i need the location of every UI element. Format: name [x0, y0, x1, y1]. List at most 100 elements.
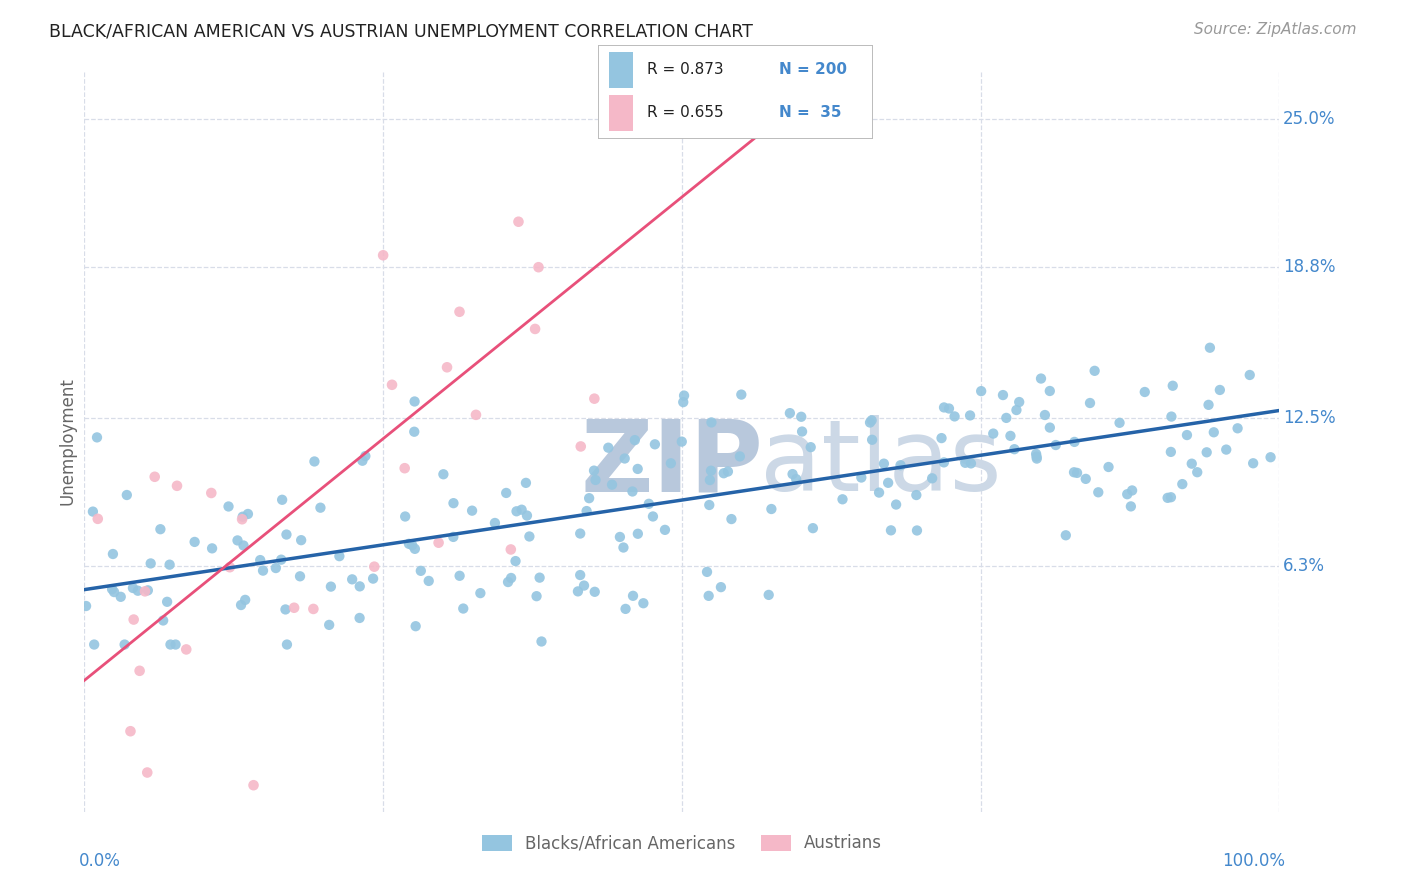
Point — [529, 571, 551, 585]
Point — [505, 504, 527, 518]
Point — [1116, 487, 1139, 501]
Point — [231, 512, 253, 526]
Point — [884, 498, 907, 512]
Point — [1108, 416, 1130, 430]
Point — [578, 491, 600, 506]
Point — [270, 552, 292, 566]
Point — [598, 441, 620, 455]
Point — [127, 583, 149, 598]
Point — [761, 502, 783, 516]
Point — [583, 392, 606, 406]
Point — [288, 569, 311, 583]
Point — [697, 589, 720, 603]
Text: atlas: atlas — [759, 416, 1001, 512]
Point — [779, 406, 801, 420]
Point — [921, 471, 943, 485]
Point — [159, 638, 181, 652]
Point — [319, 842, 342, 856]
Point — [418, 574, 440, 588]
Point — [1025, 447, 1047, 461]
Point — [801, 521, 824, 535]
Point — [515, 475, 537, 490]
Point — [218, 500, 240, 514]
Point — [1063, 434, 1085, 449]
Point — [1087, 485, 1109, 500]
Point — [621, 589, 644, 603]
Point — [717, 465, 740, 479]
Point — [398, 537, 420, 551]
Text: ZIP: ZIP — [581, 416, 763, 512]
Point — [218, 560, 240, 574]
Point — [1215, 442, 1237, 457]
Point — [1025, 451, 1047, 466]
Point — [183, 535, 205, 549]
Point — [363, 559, 385, 574]
Point — [1078, 396, 1101, 410]
Point — [340, 572, 363, 586]
Point — [120, 724, 142, 739]
Point — [991, 388, 1014, 402]
Text: 12.5%: 12.5% — [1284, 409, 1336, 426]
Point — [1000, 429, 1022, 443]
Point — [688, 59, 710, 73]
Point — [790, 409, 813, 424]
Point — [401, 538, 423, 552]
Point — [831, 492, 853, 507]
Point — [122, 581, 145, 595]
Point — [621, 484, 644, 499]
Point — [526, 589, 548, 603]
Point — [432, 467, 454, 482]
Point — [349, 579, 371, 593]
Point — [633, 596, 655, 610]
Point — [232, 539, 254, 553]
Point — [1175, 428, 1198, 442]
Point — [276, 638, 298, 652]
Point — [264, 561, 287, 575]
Point — [229, 598, 252, 612]
Point — [143, 470, 166, 484]
Point — [1160, 490, 1182, 504]
Point — [75, 599, 97, 613]
Bar — [609, 52, 633, 87]
Point — [932, 401, 955, 415]
Point — [501, 571, 523, 585]
Point — [700, 464, 723, 478]
Point — [1187, 465, 1209, 479]
Point — [673, 388, 696, 402]
Point — [110, 590, 132, 604]
Point — [860, 413, 883, 427]
Point — [101, 582, 124, 596]
Point — [226, 533, 249, 548]
Point — [373, 248, 395, 262]
Text: BLACK/AFRICAN AMERICAN VS AUSTRIAN UNEMPLOYMENT CORRELATION CHART: BLACK/AFRICAN AMERICAN VS AUSTRIAN UNEMP… — [49, 22, 754, 40]
Point — [873, 457, 896, 471]
Point — [103, 585, 125, 599]
Point — [271, 492, 294, 507]
Point — [938, 401, 960, 416]
Text: 6.3%: 6.3% — [1284, 557, 1324, 574]
Point — [572, 578, 595, 592]
Text: 0.0%: 0.0% — [79, 853, 121, 871]
Text: Source: ZipAtlas.com: Source: ZipAtlas.com — [1194, 22, 1357, 37]
Point — [1202, 425, 1225, 440]
Point — [136, 583, 159, 598]
Point — [516, 508, 538, 523]
Point — [165, 638, 187, 652]
Point — [249, 553, 271, 567]
Point — [1063, 465, 1085, 479]
Text: 18.8%: 18.8% — [1284, 258, 1336, 277]
Point — [352, 454, 374, 468]
Point — [932, 455, 955, 469]
Point — [1241, 456, 1264, 470]
Point — [567, 584, 589, 599]
Point — [236, 507, 259, 521]
Point — [627, 462, 650, 476]
Point — [1133, 384, 1156, 399]
Point — [465, 408, 488, 422]
Point — [159, 558, 181, 572]
Point — [1066, 466, 1088, 480]
Point — [83, 638, 105, 652]
Point — [484, 516, 506, 530]
Point — [697, 498, 720, 512]
Point — [1209, 383, 1232, 397]
